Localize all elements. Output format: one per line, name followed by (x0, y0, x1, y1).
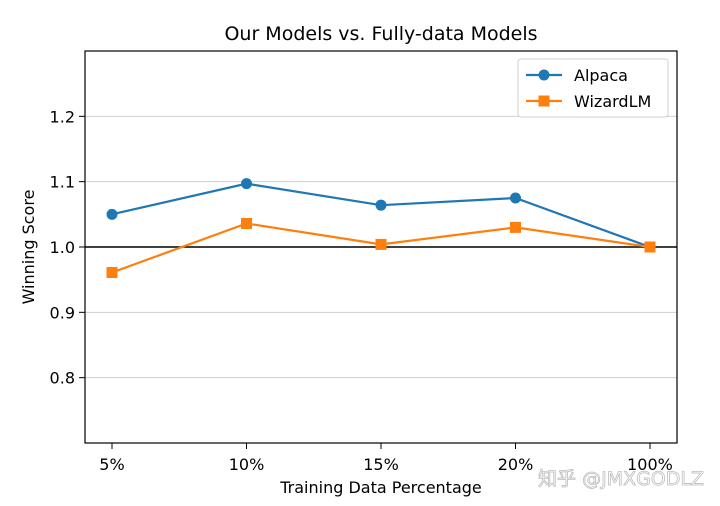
series-line-alpaca (111, 182, 651, 249)
y-tick-label: 1.0 (50, 238, 75, 257)
legend: Alpaca WizardLM (517, 58, 669, 118)
point-alpaca (241, 178, 252, 190)
y-tick-label: 0.9 (50, 303, 75, 322)
x-axis-label: Training Data Percentage (279, 478, 482, 497)
x-axis: 5% 10% 15% 20% 100% (99, 443, 673, 474)
y-tick-label: 0.8 (50, 369, 75, 388)
point-wizardlm (106, 266, 118, 278)
x-tick-label: 10% (229, 455, 265, 474)
x-tick-label: 20% (498, 455, 534, 474)
y-axis-label: Winning Score (19, 190, 38, 305)
point-wizardlm (510, 221, 521, 233)
point-wizardlm (375, 238, 387, 250)
point-alpaca (106, 208, 118, 220)
legend-label-alpaca: Alpaca (574, 66, 628, 85)
y-axis: 0.8 0.9 1.0 1.1 1.2 (50, 107, 85, 388)
chart-title: Our Models vs. Fully-data Models (224, 23, 537, 45)
legend-marker-alpaca (538, 69, 550, 81)
point-wizardlm (241, 217, 252, 229)
x-tick-label: 100% (627, 455, 673, 474)
series-group (106, 178, 656, 278)
y-tick-label: 1.1 (50, 173, 75, 192)
y-tick-label: 1.2 (50, 107, 75, 126)
legend-label-wizardlm: WizardLM (574, 92, 651, 111)
watermark: 知乎 @JMXGODLZ (538, 468, 704, 490)
point-alpaca (510, 192, 521, 204)
legend-box (517, 58, 669, 118)
point-wizardlm (644, 241, 656, 253)
point-alpaca (375, 199, 387, 211)
x-tick-label: 5% (99, 455, 124, 474)
legend-marker-wizardlm (538, 95, 550, 107)
x-tick-label: 15% (363, 455, 399, 474)
